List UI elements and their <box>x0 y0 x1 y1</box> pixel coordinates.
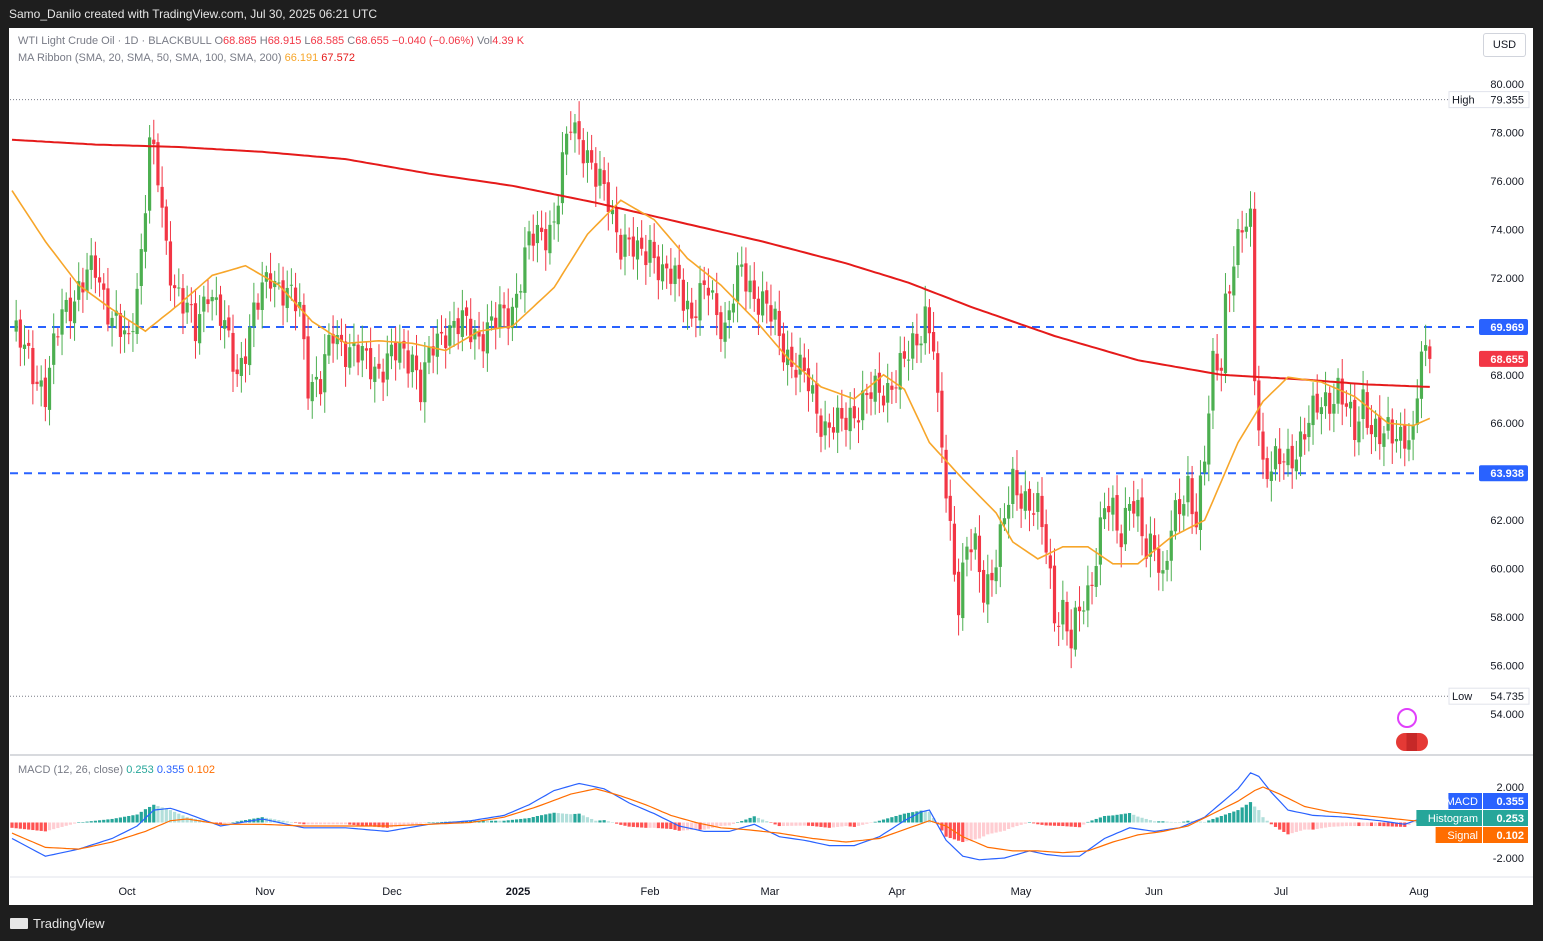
ma-value-1: 66.191 <box>284 52 319 64</box>
close-value: 68.655 <box>355 35 389 47</box>
macd-label: MACD (12, 26, close) <box>18 764 124 776</box>
brand-text: TradingView <box>33 916 105 931</box>
open-value: 68.885 <box>223 35 257 47</box>
open-label: O <box>214 35 224 47</box>
ma-value-2: 67.572 <box>321 52 355 64</box>
low-value: 68.585 <box>310 35 345 47</box>
high-value: 68.915 <box>267 35 302 47</box>
attribution-text: Samo_Danilo created with TradingView.com… <box>9 7 377 21</box>
currency-button[interactable]: USD <box>1483 33 1526 57</box>
footer-bar: TradingView <box>0 905 1543 941</box>
close-label: C <box>347 35 356 47</box>
alert-icon[interactable] <box>1397 708 1417 728</box>
chart-frame <box>9 28 1533 905</box>
attribution-bar: Samo_Danilo created with TradingView.com… <box>0 0 1543 28</box>
ma-legend: MA Ribbon (SMA, 20, SMA, 50, SMA, 100, S… <box>18 52 355 64</box>
price-legend: WTI Light Crude Oil · 1D · BLACKBULL O68… <box>18 35 524 47</box>
low-label: L <box>304 35 311 47</box>
change-value: −0.040 (−0.06%) <box>391 35 474 47</box>
macd-legend: MACD (12, 26, close) 0.253 0.355 0.102 <box>18 764 215 776</box>
macd-legend-value-3: 0.102 <box>187 764 215 776</box>
ma-ribbon-label: MA Ribbon (SMA, 20, SMA, 50, SMA, 100, S… <box>18 52 282 64</box>
events-icon[interactable] <box>1396 733 1428 751</box>
symbol-label: WTI Light Crude Oil · 1D · BLACKBULL <box>18 35 212 47</box>
tradingview-logo-icon: TradingView <box>10 916 105 931</box>
volume-label: Vol <box>476 35 493 47</box>
high-label: H <box>259 35 268 47</box>
volume-value: 4.39 K <box>492 35 525 47</box>
macd-legend-value-1: 0.253 <box>126 764 154 776</box>
macd-legend-value-2: 0.355 <box>156 764 185 776</box>
